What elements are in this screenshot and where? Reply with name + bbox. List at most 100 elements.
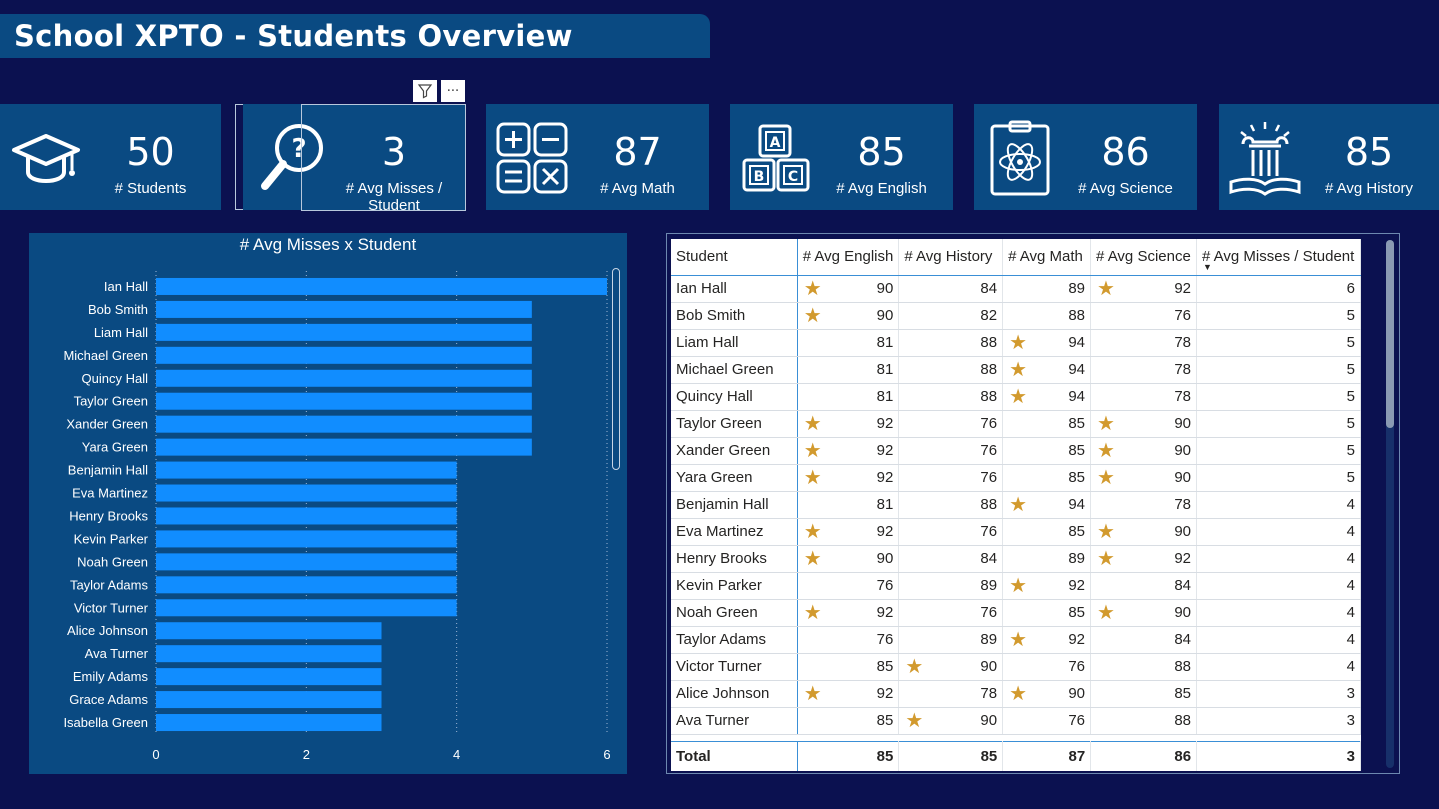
kpi-label: # Avg Misses / Student <box>345 180 443 214</box>
bar[interactable] <box>156 369 532 387</box>
table-row[interactable]: Kevin Parker 76 89 ★ 92 84 4 <box>671 572 1361 600</box>
column-header-misses[interactable]: # Avg Misses / Student ▼ <box>1196 239 1361 276</box>
x-tick-label: 0 <box>152 747 159 762</box>
bar[interactable] <box>156 461 457 479</box>
cell-misses: 3 <box>1196 680 1361 708</box>
bar[interactable] <box>156 530 457 548</box>
magnifier-question-icon: ? <box>253 120 325 196</box>
kpi-label: # Avg Math <box>600 180 675 197</box>
kpi-value: 87 <box>613 130 662 174</box>
filter-icon[interactable] <box>413 80 437 102</box>
table-row[interactable]: Taylor Green ★ 92 76 85 ★ 90 5 <box>671 410 1361 438</box>
table-row[interactable]: Ian Hall ★ 90 84 89 ★ 92 6 <box>671 275 1361 303</box>
bar[interactable] <box>156 691 382 709</box>
star-icon: ★ <box>1097 439 1115 462</box>
table-row[interactable]: Benjamin Hall 81 88 ★ 94 78 4 <box>671 491 1361 519</box>
more-options-icon[interactable]: ··· <box>441 80 465 102</box>
table-row[interactable]: Yara Green ★ 92 76 85 ★ 90 5 <box>671 464 1361 492</box>
bar[interactable] <box>156 323 532 341</box>
cell-misses: 4 <box>1196 626 1361 654</box>
chart-title: # Avg Misses x Student <box>239 235 417 254</box>
kpi-avg-misses[interactable]: ? 3 # Avg Misses / Student <box>243 104 465 214</box>
bar-chart-svg: 0 2 4 6 Ian Hall Bob Smith Liam Hall Michael Gr… <box>63 271 611 762</box>
kpi-label: # Avg Science <box>1078 180 1173 197</box>
table-scrollbar-thumb[interactable] <box>1386 240 1394 428</box>
star-icon: ★ <box>803 277 822 300</box>
bar[interactable] <box>156 576 457 594</box>
star-icon: ★ <box>1097 520 1115 543</box>
cell-student: Eva Martinez <box>671 518 798 546</box>
table-row[interactable]: Henry Brooks ★ 90 84 89 ★ 92 4 <box>671 545 1361 573</box>
table-row[interactable]: Ava Turner 85 ★ 90 76 88 3 <box>671 707 1361 735</box>
bar[interactable] <box>156 346 532 364</box>
cell-history: 76 <box>898 464 1004 492</box>
table-row[interactable]: Noah Green ★ 92 76 85 ★ 90 4 <box>671 599 1361 627</box>
table-row[interactable]: Alice Johnson ★ 92 78 ★ 90 85 3 <box>671 680 1361 708</box>
column-header-math[interactable]: # Avg Math <box>1002 239 1092 276</box>
table-row[interactable]: Michael Green 81 88 ★ 94 78 5 <box>671 356 1361 384</box>
table-row[interactable]: Quincy Hall 81 88 ★ 94 78 5 <box>671 383 1361 411</box>
cell-value: 85 <box>876 658 894 675</box>
bar[interactable] <box>156 599 457 617</box>
cell-science: ★ 90 <box>1090 437 1197 465</box>
bar[interactable] <box>156 714 382 732</box>
cell-value: 88 <box>1174 658 1191 675</box>
bar[interactable] <box>156 553 457 571</box>
bar[interactable] <box>156 622 382 640</box>
table-row[interactable]: Eva Martinez ★ 92 76 85 ★ 90 4 <box>671 518 1361 546</box>
column-header-science[interactable]: # Avg Science <box>1090 239 1197 276</box>
cell-student: Kevin Parker <box>671 572 798 600</box>
star-icon: ★ <box>1009 331 1028 354</box>
bar[interactable] <box>156 438 532 456</box>
column-header-history[interactable]: # Avg History <box>898 239 1004 276</box>
cell-student: Yara Green <box>671 464 798 492</box>
table-row[interactable]: Taylor Adams 76 89 ★ 92 84 4 <box>671 626 1361 654</box>
kpi-avg-math[interactable]: 87 # Avg Math <box>486 104 709 210</box>
kpi-label: # Avg History <box>1324 180 1414 197</box>
bar[interactable] <box>156 507 457 525</box>
bar[interactable] <box>156 645 382 663</box>
column-book-icon <box>1229 120 1301 196</box>
kpi-students[interactable]: 50 # Students <box>0 104 221 210</box>
cell-history: ★ 90 <box>898 707 1004 735</box>
cell-value: 81 <box>876 334 894 351</box>
star-icon: ★ <box>1097 412 1115 435</box>
kpi-avg-history[interactable]: 85 # Avg History <box>1219 104 1439 210</box>
cell-science: 88 <box>1090 707 1197 735</box>
column-header-english[interactable]: # Avg English <box>797 239 900 276</box>
bar[interactable] <box>156 484 457 502</box>
cell-value: 92 <box>876 604 894 621</box>
cell-student: Alice Johnson <box>671 680 798 708</box>
y-category-label: Henry Brooks <box>69 508 148 523</box>
cell-history: 89 <box>898 626 1004 654</box>
bar[interactable] <box>156 300 532 318</box>
cell-value: 78 <box>1174 334 1191 351</box>
cell-english: ★ 92 <box>797 410 900 438</box>
table-row[interactable]: Liam Hall 81 88 ★ 94 78 5 <box>671 329 1361 357</box>
star-icon: ★ <box>803 304 822 327</box>
math-operators-icon <box>496 120 568 196</box>
cell-value: 76 <box>980 442 998 459</box>
column-header-student[interactable]: Student <box>671 239 798 276</box>
chart-scrollbar[interactable] <box>612 268 620 470</box>
bar[interactable] <box>156 415 532 433</box>
star-icon: ★ <box>803 601 822 624</box>
table-row[interactable]: Xander Green ★ 92 76 85 ★ 90 5 <box>671 437 1361 465</box>
table-row[interactable]: Victor Turner 85 ★ 90 76 88 4 <box>671 653 1361 681</box>
cell-value: 92 <box>876 523 894 540</box>
kpi-avg-science[interactable]: 86 # Avg Science <box>974 104 1197 210</box>
bar[interactable] <box>156 277 607 295</box>
cell-value: 84 <box>980 550 998 567</box>
cell-value: 90 <box>876 307 894 324</box>
table-row[interactable]: Bob Smith ★ 90 82 88 76 5 <box>671 302 1361 330</box>
cell-math: ★ 94 <box>1002 383 1092 411</box>
kpi-value: 85 <box>1344 130 1394 174</box>
kpi-avg-english[interactable]: A B C 85 # Avg English <box>730 104 953 210</box>
cell-english: 81 <box>797 356 900 384</box>
cell-misses: 5 <box>1196 356 1361 384</box>
bar[interactable] <box>156 668 382 686</box>
cell-value: 76 <box>1068 712 1086 729</box>
bar[interactable] <box>156 392 532 410</box>
cell-math: ★ 94 <box>1002 329 1092 357</box>
table-scroll-track[interactable] <box>1386 240 1394 768</box>
